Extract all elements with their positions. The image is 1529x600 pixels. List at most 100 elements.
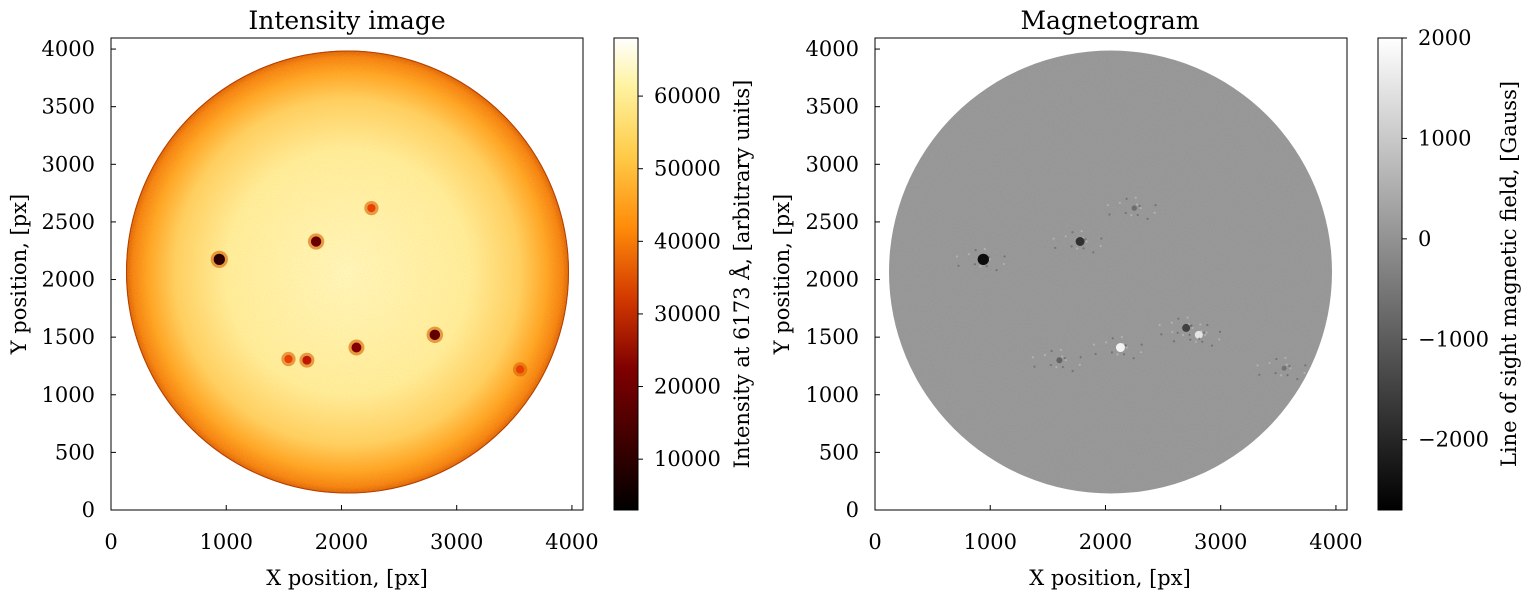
- colorbar-tick-label: 40000: [654, 229, 721, 253]
- magnetic-speckle: [1176, 331, 1179, 334]
- magnetic-speckle: [1139, 206, 1142, 210]
- magnetic-speckle: [1050, 349, 1053, 353]
- magnetic-region: [1115, 343, 1125, 353]
- magnetic-speckle: [1304, 364, 1307, 367]
- x-tick-label: 0: [868, 530, 881, 554]
- magnetic-speckle: [1122, 353, 1126, 356]
- intensity-limb-edge: [126, 50, 569, 494]
- magnetic-speckle: [1108, 213, 1111, 216]
- magnetic-speckle: [1111, 337, 1114, 340]
- magnetic-speckle: [1280, 374, 1283, 377]
- magnetic-speckle: [1002, 262, 1005, 266]
- magnetic-speckle: [1182, 333, 1185, 336]
- x-tick-label: 2000: [1079, 530, 1132, 554]
- magnetic-speckle: [1275, 357, 1278, 361]
- magnetic-speckle: [985, 265, 988, 268]
- y-tick-label: 2000: [42, 268, 95, 292]
- magnetogram-disk-texture: [889, 50, 1332, 494]
- magnetic-speckle: [1158, 323, 1161, 327]
- y-tick-label: 1000: [42, 383, 95, 407]
- magnetic-speckle: [983, 247, 986, 251]
- magnetic-speckle: [1080, 230, 1083, 233]
- magnetic-region: [1056, 357, 1063, 364]
- magnetic-speckle: [1138, 204, 1141, 208]
- magnetic-speckle: [1189, 338, 1192, 341]
- magnetic-speckle: [1171, 330, 1174, 334]
- magnetogram-title: Magnetogram: [1020, 6, 1199, 35]
- magnetic-speckle: [1106, 204, 1109, 207]
- magnetic-speckle: [1094, 352, 1097, 356]
- magnetic-speckle: [973, 263, 976, 266]
- x-tick-label: 3000: [430, 530, 483, 554]
- magnetogram-features: [955, 196, 1307, 381]
- magnetic-speckle: [1170, 321, 1173, 324]
- magnetogram-colorbar: [1377, 37, 1403, 511]
- magnetic-speckle: [1274, 372, 1277, 375]
- magnetic-speckle: [1136, 213, 1139, 217]
- magnetic-speckle: [974, 249, 977, 252]
- magnetic-speckle: [1146, 217, 1149, 220]
- magnetic-speckle: [1125, 197, 1128, 200]
- x-tick-label: 0: [104, 530, 117, 554]
- y-tick-label: 0: [846, 498, 859, 522]
- colorbar-tick-label: 50000: [654, 157, 721, 181]
- magnetic-speckle: [1124, 344, 1127, 347]
- magnetic-speckle: [1198, 337, 1201, 340]
- magnetic-region: [1182, 323, 1191, 332]
- y-tick-label: 1500: [42, 325, 95, 349]
- y-tick-label: 2000: [806, 268, 859, 292]
- magnetic-speckle: [1139, 351, 1142, 354]
- magnetic-speckle: [1076, 247, 1079, 250]
- intensity-image-area: [126, 50, 569, 494]
- x-tick-label: 3000: [1194, 530, 1247, 554]
- intensity-y-label: Y position, [px]: [7, 194, 31, 355]
- magnetogram-x-ticks: 0 1000 2000 3000 4000: [868, 505, 1363, 554]
- x-tick-label: 4000: [545, 530, 598, 554]
- x-tick-label: 1000: [200, 530, 253, 554]
- x-tick-label: 4000: [1309, 530, 1362, 554]
- magnetic-speckle: [1191, 326, 1194, 330]
- magnetogram-image-area: [889, 50, 1332, 494]
- magnetogram-colorbar-label: Line of sight magnetic field, [Gauss]: [1497, 81, 1521, 467]
- y-tick-label: 1000: [806, 383, 859, 407]
- magnetic-speckle: [1201, 340, 1204, 343]
- magnetic-speckle: [1003, 255, 1006, 258]
- magnetic-speckle: [1043, 353, 1047, 357]
- magnetic-speckle: [1289, 367, 1292, 370]
- magnetic-speckle: [1186, 316, 1189, 319]
- magnetic-speckle: [1060, 355, 1064, 358]
- magnetic-region: [1075, 237, 1085, 247]
- magnetic-speckle: [1033, 365, 1036, 368]
- y-tick-label: 2500: [42, 210, 95, 234]
- magnetic-speckle: [1092, 343, 1096, 346]
- magnetic-speckle: [1135, 203, 1139, 206]
- intensity-colorbar-ticks: 10000 20000 30000 40000 50000 60000: [638, 84, 721, 471]
- magnetogram-y-label: Y position, [px]: [770, 194, 794, 355]
- intensity-features: [210, 200, 528, 377]
- magnetic-speckle: [957, 264, 960, 267]
- magnetic-speckle: [1199, 323, 1202, 326]
- sunspot: [302, 355, 312, 365]
- magnetic-speckle: [1082, 247, 1085, 250]
- magnetic-region: [1131, 205, 1137, 211]
- magnetic-speckle: [1054, 246, 1057, 250]
- magnetic-speckle: [1124, 211, 1127, 215]
- magnetic-speckle: [967, 253, 971, 256]
- intensity-axes-frame: [110, 37, 584, 511]
- magnetic-speckle: [1052, 237, 1055, 240]
- magnetic-speckle: [1059, 348, 1062, 351]
- magnetic-speckle: [1258, 373, 1261, 376]
- magnetic-speckle: [1078, 363, 1081, 366]
- magnetic-speckle: [1286, 374, 1289, 377]
- magnetic-speckle: [1284, 356, 1287, 360]
- magnetogram-axes-frame: [874, 37, 1348, 511]
- magnetic-speckle: [1071, 369, 1074, 373]
- magnetic-speckle: [979, 265, 982, 268]
- magnetic-speckle: [1256, 364, 1259, 367]
- magnetogram-x-label: X position, [px]: [1029, 566, 1191, 590]
- intensity-x-label: X position, [px]: [266, 566, 428, 590]
- colorbar-tick-label: 20000: [654, 375, 721, 399]
- y-tick-label: 3500: [42, 95, 95, 119]
- magnetic-speckle: [1134, 196, 1137, 199]
- magnetic-speckle: [1064, 359, 1067, 362]
